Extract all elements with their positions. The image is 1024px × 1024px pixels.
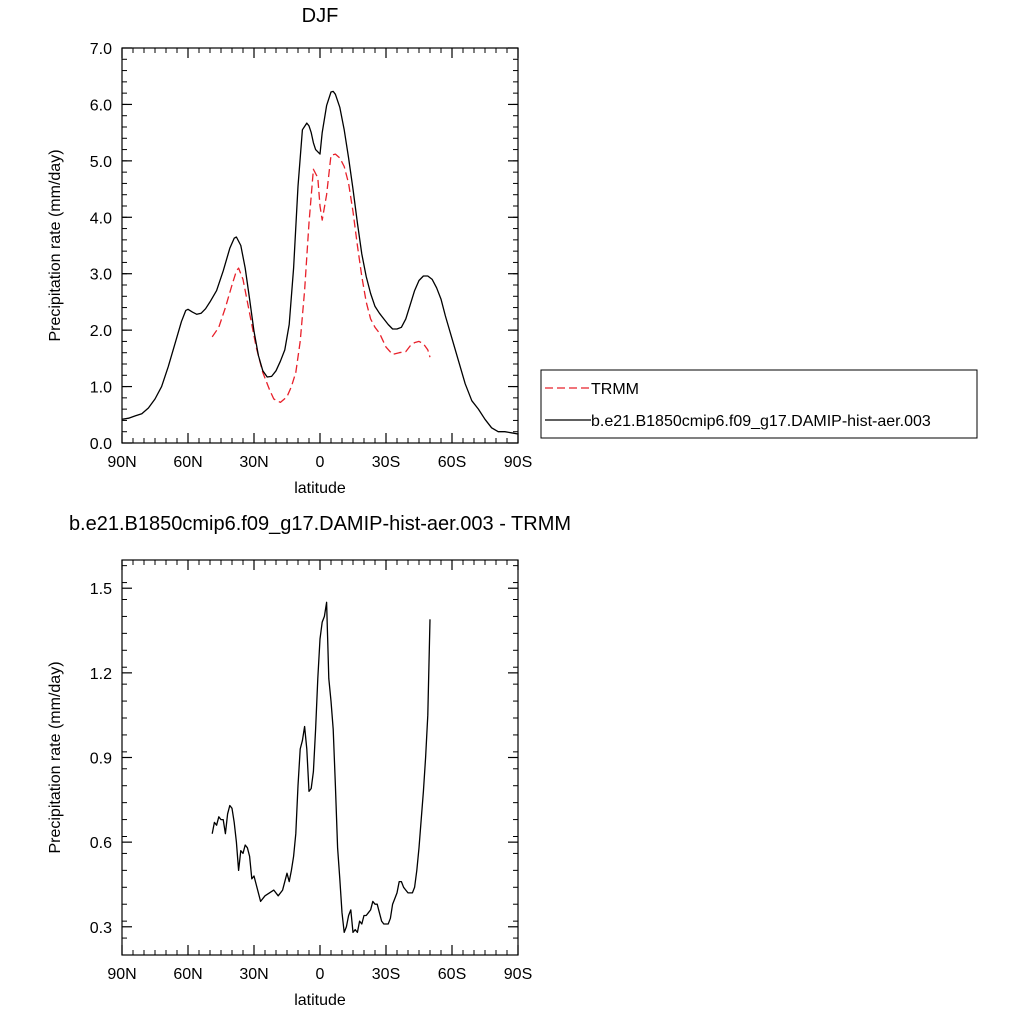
x-tick-label: 0: [316, 454, 325, 471]
x-tick-label: 60S: [438, 454, 466, 471]
y-tick-label: 1.0: [90, 380, 112, 397]
x-tick-label: 60S: [438, 966, 466, 983]
x-tick-label: 30N: [239, 966, 268, 983]
x-tick-label: 90S: [504, 454, 532, 471]
series-line-2: [121, 90, 519, 435]
x-tick-label: 90N: [107, 454, 136, 471]
y-tick-label: 0.0: [90, 436, 112, 453]
chart-panel-2: b.e21.B1850cmip6.f09_g17.DAMIP-hist-aer.…: [47, 513, 571, 1009]
x-tick-label: 90N: [107, 966, 136, 983]
y-tick-label: 5.0: [90, 154, 112, 171]
x-tick-label: 30S: [372, 454, 400, 471]
chart-title: DJF: [302, 5, 339, 27]
y-tick-label: 2.0: [90, 323, 112, 340]
legend-label: b.e21.B1850cmip6.f09_g17.DAMIP-hist-aer.…: [591, 413, 931, 430]
x-tick-label: 60N: [173, 454, 202, 471]
x-tick-label: 30S: [372, 966, 400, 983]
chart-panel-1: DJF 90N 60N 30N 0 30S 60S 90S 0.0 1.0 2.0 3.0 4.0 5.0…: [47, 5, 978, 497]
y-tick-label: 6.0: [90, 97, 112, 114]
x-tick-label: 30N: [239, 454, 268, 471]
y-tick-label: 1.5: [90, 581, 112, 598]
y-tick-label: 0.9: [90, 751, 112, 768]
y-tick-label: 7.0: [90, 41, 112, 58]
chart-title: b.e21.B1850cmip6.f09_g17.DAMIP-hist-aer.…: [69, 513, 571, 535]
series-line-1: [211, 153, 431, 404]
x-tick-label: 90S: [504, 966, 532, 983]
plot-frame: [121, 559, 519, 956]
series-line-1: [211, 601, 431, 934]
x-axis-label: latitude: [294, 480, 346, 497]
legend: TRMM b.e21.B1850cmip6.f09_g17.DAMIP-hist-…: [540, 369, 978, 439]
y-tick-label: 4.0: [90, 210, 112, 227]
plot-frame: [121, 47, 519, 444]
y-axis-label: Precipitation rate (mm/day): [47, 661, 64, 853]
y-tick-label: 3.0: [90, 267, 112, 284]
y-tick-label: 1.2: [90, 666, 112, 683]
y-axis-label: Precipitation rate (mm/day): [47, 149, 64, 341]
legend-box: [540, 369, 978, 439]
x-tick-label: 60N: [173, 966, 202, 983]
y-tick-label: 0.3: [90, 920, 112, 937]
x-axis-label: latitude: [294, 992, 346, 1009]
legend-label: TRMM: [591, 381, 639, 398]
y-tick-label: 0.6: [90, 835, 112, 852]
x-tick-label: 0: [316, 966, 325, 983]
